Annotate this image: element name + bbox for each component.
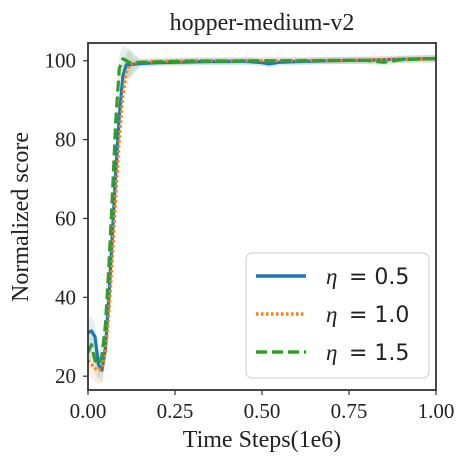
series-line: [88, 56, 436, 366]
legend-value: = 1.5: [349, 341, 409, 366]
x-tick-label: 0.00: [70, 399, 107, 423]
x-tick-label: 0.25: [157, 399, 194, 423]
series-lines: [88, 56, 436, 372]
legend: η = 0.5 η = 1.0 η = 1.5: [245, 252, 430, 379]
y-tick-label: 60: [55, 206, 76, 230]
x-tick-label: 0.75: [331, 399, 368, 423]
x-ticks: 0.00 0.25 0.50 0.75 1.00: [70, 390, 455, 423]
x-axis-label: Time Steps(1e6): [183, 427, 341, 453]
legend-box: [245, 252, 430, 379]
y-tick-label: 20: [55, 364, 76, 388]
y-axis-label: Normalized score: [8, 132, 34, 302]
legend-symbol: η: [326, 264, 337, 289]
y-tick-label: 80: [55, 128, 76, 152]
y-tick-label: 100: [45, 49, 77, 73]
y-ticks: 20 40 60 80 100: [45, 49, 88, 388]
legend-value: = 0.5: [349, 265, 409, 290]
y-tick-label: 40: [55, 285, 76, 309]
chart-title: hopper-medium-v2: [170, 10, 355, 36]
legend-symbol: η: [326, 340, 337, 365]
legend-symbol: η: [326, 302, 337, 327]
x-tick-label: 1.00: [418, 399, 455, 423]
legend-value: = 1.0: [349, 303, 409, 328]
x-tick-label: 0.50: [244, 399, 281, 423]
